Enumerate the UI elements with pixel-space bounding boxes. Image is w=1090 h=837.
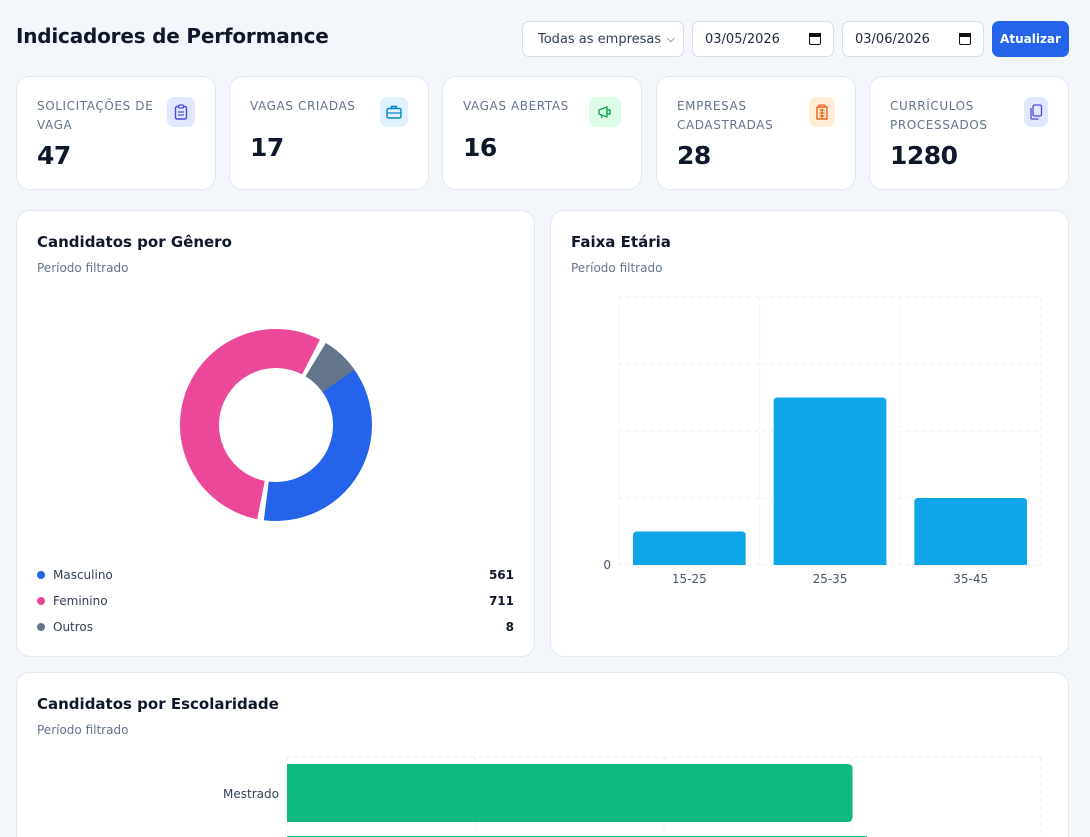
card-title: Candidatos por Gênero [37,233,232,251]
date-start-input[interactable]: 03/05/2026 [692,21,834,57]
age-bar-chart: 15-25 25-35 35-45 0 [603,296,1042,586]
card-title: Candidatos por Escolaridade [37,695,279,713]
kpi-label: Empresas cadastradas [677,99,774,132]
gender-chart-card: Candidatos por Gênero Período filtrado M… [16,210,535,657]
legend-value: 8 [505,620,514,634]
kpi-label: Currículos processados [890,99,988,132]
kpi-value: 47 [37,141,71,170]
legend-item-feminino[interactable]: Feminino 711 [37,591,514,611]
briefcase-icon [380,97,408,127]
date-end-value: 03/06/2026 [855,31,930,47]
legend-label: Outros [53,620,94,634]
x-tick-label: 25-35 [813,572,848,586]
donut-slice-feminino[interactable] [180,329,320,520]
kpi-card-resumes: Currículos processados 1280 [869,76,1069,190]
kpi-label: Vagas abertas [463,99,569,113]
megaphone-icon [589,97,621,127]
calendar-icon[interactable] [959,33,971,45]
legend-value: 711 [488,594,514,608]
donut-slice-outros[interactable] [305,342,355,393]
age-bar-35-45[interactable] [914,498,1027,565]
kpi-card-companies: Empresas cadastradas 28 [656,76,856,190]
legend-value: 561 [488,568,514,582]
kpi-label: Vagas criadas [250,99,356,113]
kpi-value: 16 [463,133,497,162]
kpi-value: 28 [677,141,711,170]
company-select-value: Todas as empresas [538,31,662,47]
date-end-input[interactable]: 03/06/2026 [842,21,984,57]
kpi-card-requests: Solicitações de vaga 47 [16,76,216,190]
date-start-value: 03/05/2026 [705,31,780,47]
kpi-card-open-jobs: Vagas abertas 16 [442,76,642,190]
building-icon [809,97,835,127]
y-tick-label: 0 [603,558,611,572]
donut-slice-masculino[interactable] [263,344,372,521]
legend-label: Feminino [53,594,108,608]
x-tick-label: 35-45 [953,572,988,586]
kpi-value: 17 [250,133,284,162]
legend-dot [37,571,45,579]
chevron-down-icon: ⌵ [666,32,675,45]
edu-bar-mestrado[interactable] [287,764,853,822]
documents-icon [1024,97,1048,127]
education-bar-chart: Mestrado [223,756,1042,837]
calendar-icon[interactable] [809,33,821,45]
page-title: Indicadores de Performance [16,24,329,48]
card-subtitle: Período filtrado [37,723,129,737]
x-tick-label: 15-25 [672,572,707,586]
card-title: Faixa Etária [571,233,671,251]
company-select[interactable]: Todas as empresas ⌵ [522,21,684,57]
age-chart-card: Faixa Etária Período filtrado 15-25 25-35… [550,210,1069,657]
age-bar-25-35[interactable] [773,397,887,566]
gender-donut-chart [180,329,372,521]
card-subtitle: Período filtrado [571,261,663,275]
kpi-card-jobs-created: Vagas criadas 17 [229,76,429,190]
kpi-value: 1280 [890,141,958,170]
page-header: Indicadores de Performance Todas as empr… [16,20,1069,58]
legend-item-outros[interactable]: Outros 8 [37,617,514,637]
card-subtitle: Período filtrado [37,261,129,275]
legend-label: Masculino [53,568,113,582]
legend-dot [37,597,45,605]
kpi-label: Solicitações de vaga [37,99,154,132]
clipboard-icon [167,97,195,127]
age-bar-15-25[interactable] [633,531,746,566]
education-chart-card: Candidatos por Escolaridade Período filt… [16,672,1069,837]
legend-item-masculino[interactable]: Masculino 561 [37,565,514,585]
legend-dot [37,623,45,631]
y-tick-label: Mestrado [223,787,279,801]
update-button[interactable]: Atualizar [992,21,1069,57]
